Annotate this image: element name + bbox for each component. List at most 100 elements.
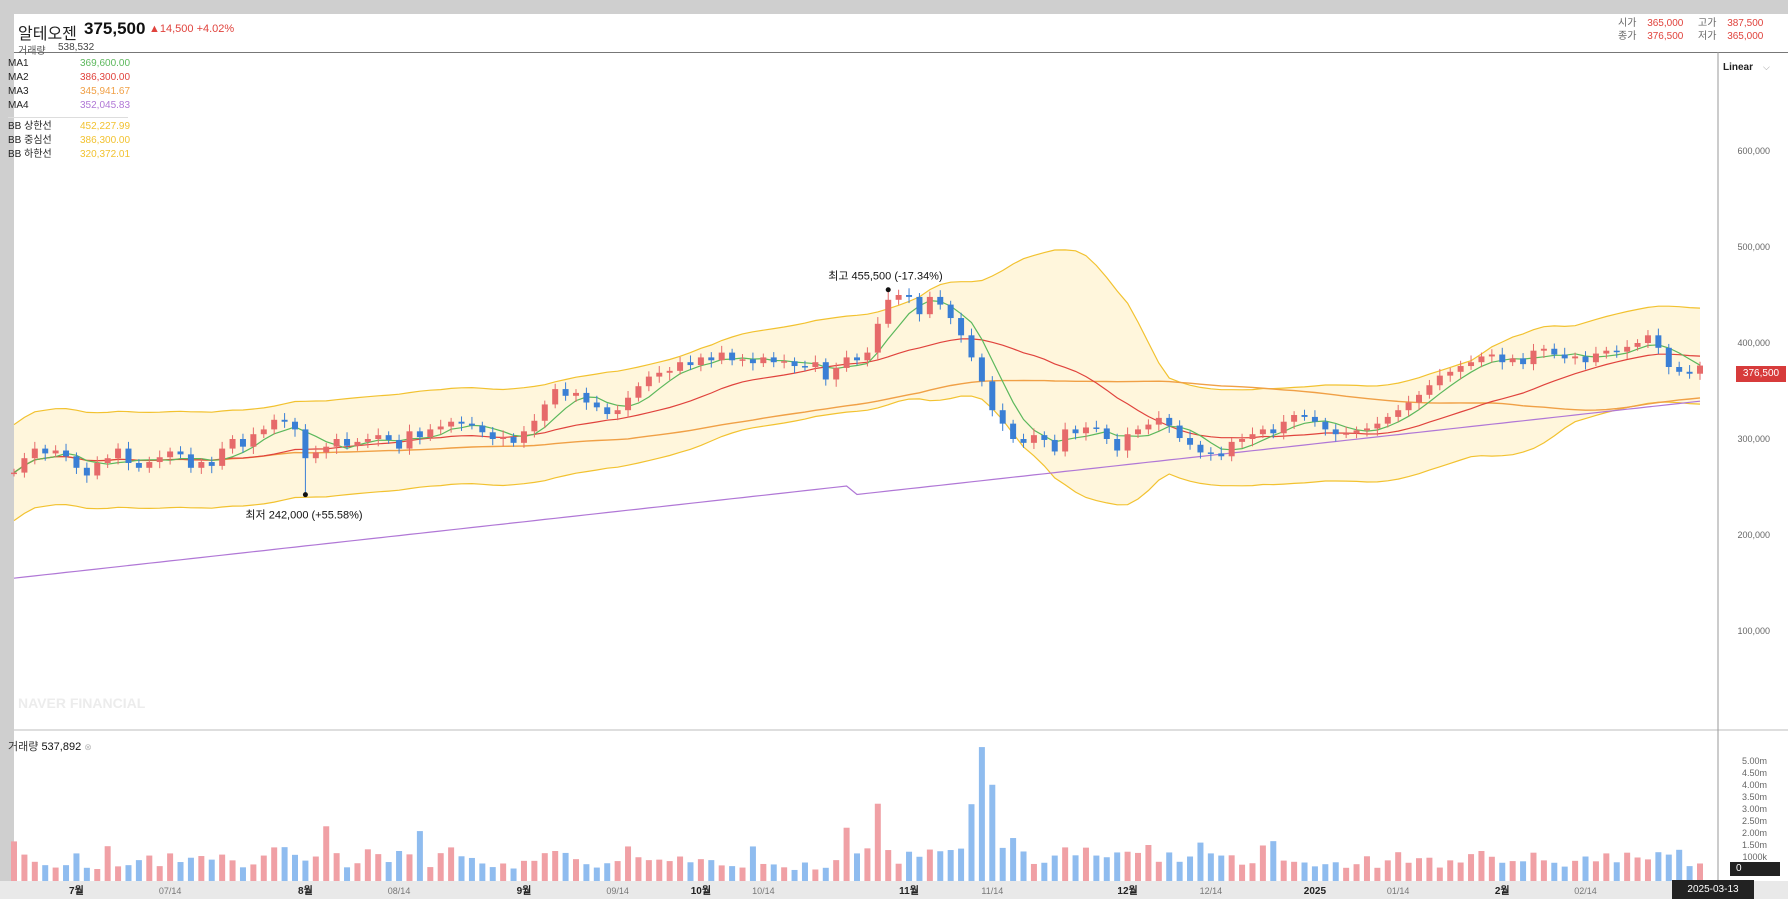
candle-body bbox=[1051, 439, 1058, 452]
candle-body bbox=[239, 439, 246, 447]
candle-body bbox=[947, 304, 954, 319]
volume-tick-label: 2.00m bbox=[1742, 828, 1767, 838]
candle-body bbox=[739, 359, 746, 361]
candle-body bbox=[94, 463, 101, 476]
volume-bar bbox=[1530, 852, 1537, 881]
candle-body bbox=[396, 439, 403, 449]
volume-bar bbox=[427, 867, 434, 881]
volume-bar bbox=[1405, 862, 1412, 881]
volume-bar bbox=[260, 855, 267, 881]
volume-bar bbox=[1634, 857, 1641, 881]
candle-body bbox=[187, 454, 194, 468]
candle-body bbox=[21, 458, 28, 473]
volume-bar bbox=[656, 859, 663, 881]
volume-bar bbox=[1520, 861, 1527, 881]
candle-body bbox=[833, 367, 840, 380]
candle-body bbox=[146, 462, 153, 468]
candle-body bbox=[219, 448, 226, 466]
volume-bar bbox=[1187, 856, 1194, 881]
candle-body bbox=[1603, 350, 1610, 354]
candle-body bbox=[458, 421, 465, 424]
volume-bar bbox=[635, 857, 642, 881]
candle-body bbox=[63, 450, 70, 457]
volume-bar bbox=[1478, 851, 1485, 881]
legend-bb-lower-value: 320,372.01 bbox=[80, 149, 131, 160]
candle-body bbox=[333, 439, 340, 447]
volume-bar bbox=[739, 867, 746, 881]
scale-mode-dropdown[interactable]: Linear bbox=[1723, 62, 1754, 73]
candle-body bbox=[1145, 424, 1152, 430]
volume-bar bbox=[1436, 867, 1443, 881]
candle-body bbox=[292, 421, 298, 430]
volume-bar bbox=[135, 860, 142, 881]
volume-bar bbox=[1030, 863, 1037, 881]
candle-body bbox=[489, 432, 496, 439]
volume-bar bbox=[562, 852, 569, 881]
candle-body bbox=[1676, 367, 1683, 372]
volume-bar bbox=[1311, 866, 1318, 881]
x-tick-label: 12월 bbox=[1117, 885, 1137, 897]
volume-bar bbox=[708, 860, 715, 881]
volume-bar bbox=[531, 860, 538, 881]
candle-body bbox=[760, 357, 767, 364]
candle-body bbox=[1155, 417, 1162, 425]
volume-bar bbox=[1197, 842, 1204, 881]
volume-bar bbox=[292, 854, 298, 881]
candle-body bbox=[958, 318, 965, 336]
close-value: 376,500 bbox=[1647, 31, 1684, 42]
candle-body bbox=[375, 435, 382, 439]
candle-body bbox=[167, 451, 174, 458]
candle-body bbox=[916, 296, 923, 315]
x-axis-strip bbox=[0, 881, 1788, 899]
volume-bar bbox=[999, 847, 1006, 881]
y-tick-label: 100,000 bbox=[1737, 626, 1770, 636]
volume-bar bbox=[1582, 856, 1589, 881]
volume-bar bbox=[1020, 851, 1027, 881]
volume-bar bbox=[718, 865, 725, 881]
volume-bar bbox=[687, 862, 694, 881]
x-tick-label: 10월 bbox=[691, 885, 711, 897]
volume-bar bbox=[229, 860, 236, 881]
candle-body bbox=[1197, 444, 1204, 453]
candle-body bbox=[1436, 375, 1443, 386]
candle-body bbox=[937, 296, 944, 305]
candle-body bbox=[520, 431, 527, 443]
candle-body bbox=[625, 397, 632, 411]
volume-bar bbox=[1072, 855, 1079, 881]
volume-bar bbox=[968, 804, 975, 881]
candle-body bbox=[73, 456, 80, 468]
y-tick-label: 500,000 bbox=[1737, 242, 1770, 252]
indicator-legend: MA1 369,600.00 MA2 386,300.00 MA3 345,941.6… bbox=[8, 57, 138, 162]
candle-body bbox=[1030, 435, 1037, 443]
legend-ma4-value: 352,045.83 bbox=[80, 100, 131, 111]
candle-body bbox=[1135, 429, 1141, 435]
chevron-down-icon[interactable]: ⌵ bbox=[1763, 62, 1770, 72]
volume-bar bbox=[146, 855, 153, 881]
candle-body bbox=[1301, 415, 1308, 417]
candle-body bbox=[427, 429, 434, 438]
candle-body bbox=[1634, 343, 1641, 347]
volume-bar bbox=[1561, 866, 1568, 881]
candle-body bbox=[1384, 416, 1391, 424]
candle-body bbox=[1478, 356, 1485, 363]
candle-body bbox=[1572, 356, 1579, 359]
ohlc-open-close: 시가 365,000 종가 376,500 bbox=[1618, 17, 1683, 43]
volume-bar bbox=[239, 867, 246, 881]
legend-bb-upper-label: BB 상한선 bbox=[8, 121, 52, 132]
candle-body bbox=[448, 421, 455, 427]
settings-icon[interactable]: ⊗ bbox=[84, 742, 92, 752]
candle-body bbox=[1020, 439, 1027, 443]
candle-body bbox=[1686, 371, 1693, 374]
candle-body bbox=[406, 431, 413, 449]
x-tick-label: 11월 bbox=[899, 885, 919, 897]
candle-body bbox=[593, 402, 600, 408]
x-tick-label: 7월 bbox=[69, 885, 84, 897]
candle-body bbox=[1041, 435, 1048, 440]
candle-body bbox=[1322, 421, 1329, 430]
volume-bar bbox=[666, 861, 673, 881]
candle-body bbox=[1218, 453, 1225, 457]
low-label: 저가 bbox=[1698, 31, 1717, 42]
volume-bar bbox=[1249, 863, 1256, 881]
candle-body bbox=[1082, 427, 1089, 434]
